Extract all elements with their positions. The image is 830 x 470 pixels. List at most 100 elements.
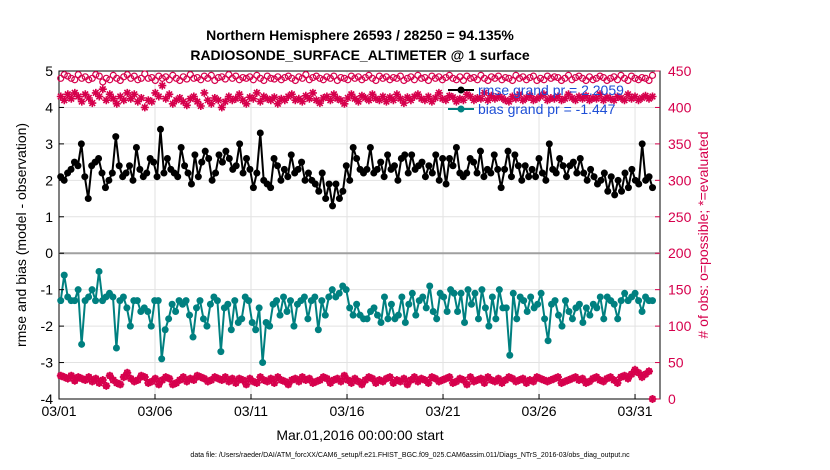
- data-point: [294, 377, 303, 386]
- data-point: [480, 88, 489, 97]
- data-point: [305, 374, 314, 383]
- data-point: [57, 297, 65, 305]
- data-point: [455, 94, 464, 103]
- data-point: [337, 73, 345, 82]
- data-point: [635, 297, 643, 305]
- data-point: [119, 373, 128, 382]
- data-point: [294, 165, 302, 173]
- data-point: [325, 180, 333, 188]
- y-left-tick-label: 1: [45, 209, 53, 225]
- data-point: [77, 97, 86, 106]
- y-left-tick-label: -1: [41, 282, 54, 298]
- data-point: [466, 373, 475, 382]
- data-point: [249, 377, 258, 386]
- data-point: [508, 92, 517, 101]
- data-point: [483, 373, 492, 382]
- data-point: [438, 94, 447, 103]
- data-point: [467, 300, 475, 308]
- data-point: [221, 75, 229, 83]
- data-point: [242, 74, 250, 82]
- data-point: [399, 374, 408, 383]
- data-point: [583, 176, 591, 184]
- data-point: [151, 88, 160, 97]
- data-point: [613, 76, 622, 84]
- data-point: [347, 379, 356, 387]
- y-axis-label-left: rmse and bias (model - observation): [13, 123, 29, 347]
- data-point: [507, 173, 515, 181]
- data-point: [134, 76, 142, 84]
- data-point: [561, 297, 569, 305]
- data-point: [648, 71, 657, 79]
- data-point: [291, 96, 300, 105]
- data-point: [389, 96, 398, 105]
- series-line: [59, 271, 653, 363]
- data-point: [335, 195, 343, 203]
- data-point: [511, 94, 520, 103]
- data-point: [109, 293, 117, 301]
- data-point: [495, 286, 503, 294]
- data-point: [260, 76, 268, 85]
- data-point: [290, 322, 298, 330]
- data-point: [252, 326, 260, 334]
- data-point: [372, 76, 380, 85]
- data-point: [340, 99, 349, 108]
- data-point: [122, 169, 130, 177]
- data-point: [91, 88, 100, 97]
- data-point: [295, 73, 303, 81]
- data-point: [634, 368, 643, 377]
- data-point: [511, 151, 519, 159]
- data-point: [301, 91, 310, 100]
- data-point: [193, 97, 202, 106]
- y-left-tick-label: 5: [45, 63, 53, 79]
- data-point: [558, 322, 566, 330]
- data-point: [119, 96, 128, 105]
- data-point: [600, 315, 608, 323]
- data-point: [56, 92, 65, 101]
- data-point: [315, 187, 323, 195]
- data-point: [552, 169, 560, 177]
- data-point: [592, 373, 601, 382]
- data-point: [645, 94, 653, 103]
- data-point: [249, 94, 258, 103]
- data-point: [377, 318, 385, 326]
- data-point: [350, 374, 359, 383]
- data-point: [238, 315, 246, 323]
- data-point: [158, 74, 166, 82]
- data-point: [351, 74, 359, 82]
- grid-lines: [58, 70, 660, 400]
- x-tick-label: 03/11: [234, 403, 268, 419]
- data-point: [259, 359, 267, 367]
- data-point: [91, 374, 100, 383]
- data-point: [422, 304, 430, 312]
- data-point: [243, 154, 251, 162]
- data-point: [370, 304, 378, 312]
- data-point: [172, 379, 181, 387]
- data-point: [418, 158, 426, 166]
- data-point: [177, 144, 185, 152]
- data-point: [137, 94, 146, 102]
- data-point: [228, 96, 237, 105]
- data-point: [621, 169, 629, 177]
- data-point: [537, 289, 545, 297]
- data-point: [153, 173, 161, 181]
- data-point: [419, 293, 427, 301]
- data-point: [189, 333, 197, 341]
- data-point: [319, 373, 328, 382]
- data-point: [154, 297, 162, 305]
- data-file-footer: data file: /Users/raeder/DAI/ATM_forcXX/…: [190, 452, 630, 459]
- data-point: [312, 96, 321, 105]
- data-point: [161, 373, 170, 382]
- data-point: [294, 94, 303, 103]
- data-point: [575, 300, 583, 308]
- data-point: [242, 99, 251, 108]
- y-left-tick-label: -3: [41, 355, 54, 371]
- data-point: [315, 99, 324, 108]
- data-point: [330, 72, 338, 80]
- data-point: [466, 74, 475, 82]
- data-point: [191, 151, 199, 159]
- data-point: [539, 376, 548, 384]
- data-point: [401, 151, 409, 159]
- data-point: [215, 151, 223, 159]
- data-point: [346, 176, 354, 184]
- data-point: [603, 93, 611, 102]
